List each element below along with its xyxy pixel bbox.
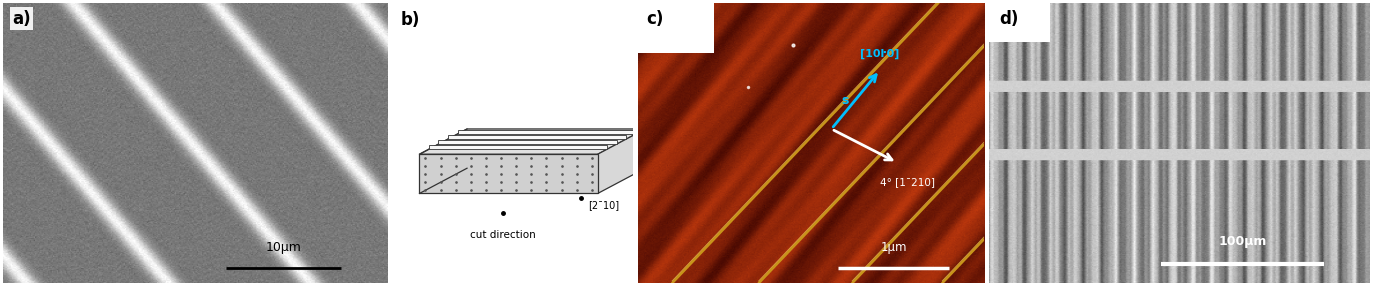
Text: 10μm: 10μm: [265, 241, 301, 254]
Text: a): a): [12, 10, 32, 28]
Text: [10ŀ0]: [10ŀ0]: [860, 49, 900, 59]
Polygon shape: [448, 135, 627, 139]
Text: 100μm: 100μm: [1219, 235, 1267, 248]
Polygon shape: [467, 129, 646, 168]
Polygon shape: [458, 130, 636, 134]
Text: [2¯10]: [2¯10]: [588, 200, 620, 210]
Polygon shape: [638, 3, 713, 53]
Text: d): d): [999, 10, 1018, 28]
Polygon shape: [419, 154, 598, 193]
Polygon shape: [989, 3, 1050, 42]
Text: b): b): [400, 11, 420, 29]
Text: cut direction: cut direction: [470, 230, 536, 240]
Polygon shape: [419, 129, 646, 154]
Text: c): c): [646, 10, 664, 28]
Polygon shape: [429, 145, 607, 149]
Text: 1μm: 1μm: [881, 241, 907, 254]
Polygon shape: [438, 140, 617, 144]
Polygon shape: [598, 129, 646, 193]
Text: s: s: [842, 94, 849, 107]
Text: 4° [1¯210]: 4° [1¯210]: [879, 177, 934, 187]
